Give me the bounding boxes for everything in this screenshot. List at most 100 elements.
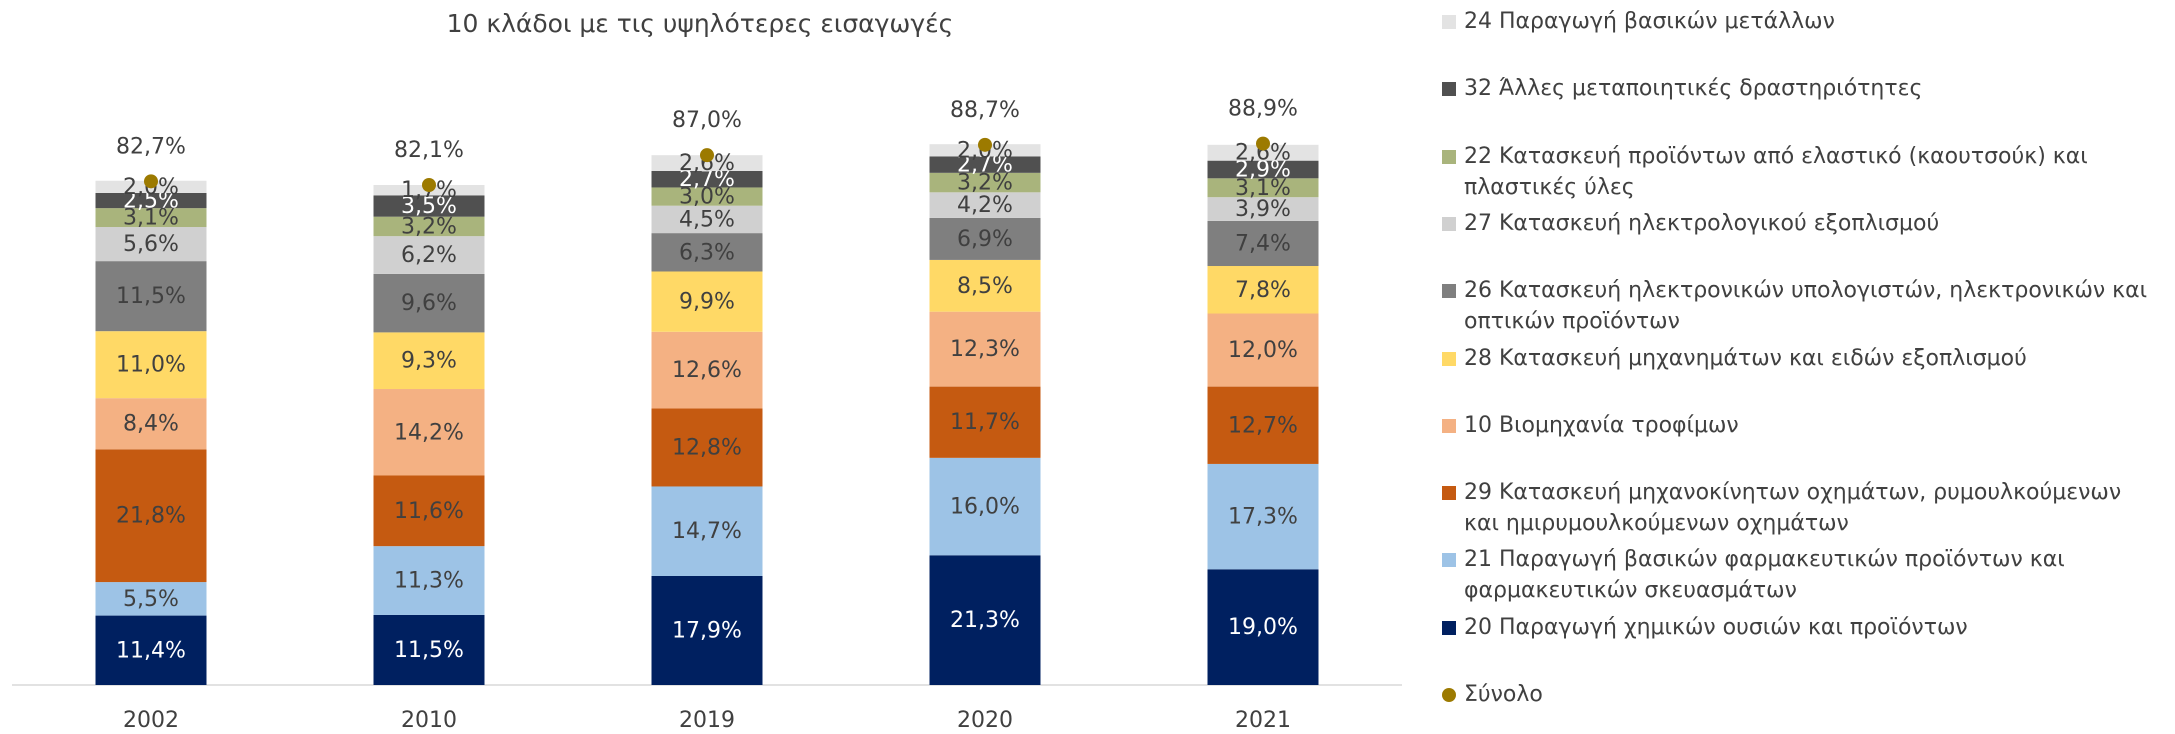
x-tick-label: 2002 [123, 708, 179, 733]
data-label: 11,7% [950, 410, 1020, 435]
bar-segment [95, 582, 207, 616]
bar-segment [651, 155, 763, 172]
bar-segment [651, 575, 763, 685]
data-label: 11,5% [394, 638, 464, 663]
legend-swatch [1442, 418, 1456, 433]
bar-segment [651, 205, 763, 234]
bar-segment [373, 273, 485, 333]
legend-entry: 20 Παραγωγή χημικών ουσιών και προϊόντων [1442, 612, 2154, 643]
data-label: 21,8% [116, 504, 186, 529]
bar-segment [95, 331, 207, 399]
legend-swatch [1442, 688, 1456, 702]
data-label: 11,5% [116, 284, 186, 309]
bar-segment [651, 486, 763, 576]
bar-segment [1207, 220, 1319, 267]
total-marker [144, 174, 158, 189]
legend-entry: 32 Άλλες μεταποιητικές δραστηριότητες [1442, 73, 2154, 104]
legend-entry: 29 Κατασκευή μηχανοκίνητων οχημάτων, ρυμ… [1442, 477, 2154, 539]
legend-label: 20 Παραγωγή χημικών ουσιών και προϊόντων [1464, 614, 1968, 640]
bar-segment [373, 389, 485, 476]
data-label: 2,9% [1235, 157, 1291, 182]
bar-segment [651, 331, 763, 409]
chart: 10 κλάδοι με τις υψηλότερες εισαγωγές 20… [12, 9, 1402, 733]
bar-segment [929, 386, 1041, 458]
legend-label: Σύνολο [1464, 682, 1543, 707]
x-tick-label: 2010 [401, 708, 457, 733]
data-label: 19,0% [1228, 615, 1298, 640]
data-label: 17,3% [1228, 505, 1298, 530]
legend-label: 28 Κατασκευή μηχανημάτων και ειδών εξοπλ… [1464, 345, 2027, 371]
bar-segment [929, 156, 1041, 173]
data-label: 9,3% [401, 349, 457, 374]
bar-segment [929, 192, 1041, 218]
data-label: 5,5% [123, 587, 179, 612]
x-tick-label: 2019 [679, 708, 735, 733]
bar-segment [95, 261, 207, 332]
data-label: 3,5% [401, 194, 457, 219]
bar-segment [1207, 197, 1319, 221]
data-label: 11,0% [116, 353, 186, 378]
bar-segment [373, 195, 485, 217]
bar-segment [373, 216, 485, 237]
bar-segment [1207, 569, 1319, 685]
legend-swatch [1442, 351, 1456, 366]
data-label: 12,8% [672, 435, 742, 460]
total-label: 88,7% [950, 98, 1020, 123]
x-tick-label: 2020 [957, 708, 1013, 733]
total-label: 82,7% [116, 134, 186, 159]
data-label: 6,3% [679, 240, 735, 265]
legend-swatch [1442, 149, 1456, 164]
data-label: 9,6% [401, 291, 457, 316]
data-label: 12,3% [950, 337, 1020, 362]
legend-swatch [1442, 216, 1456, 231]
bar-segment [95, 192, 207, 209]
bar-segment [95, 227, 207, 262]
total-marker [1256, 136, 1270, 151]
total-label: 82,1% [394, 138, 464, 163]
bar-segment [1207, 386, 1319, 464]
x-tick-label: 2021 [1235, 708, 1291, 733]
legend-entry: 10 Βιομηχανία τροφίμων [1442, 410, 2154, 441]
legend-swatch [1442, 486, 1456, 501]
bar-segment [651, 271, 763, 332]
data-label: 11,3% [394, 569, 464, 594]
bar-segment [95, 208, 207, 228]
legend-entry: 21 Παραγωγή βασικών φαρμακευτικών προϊόν… [1442, 544, 2154, 606]
legend-entry: 28 Κατασκευή μηχανημάτων και ειδών εξοπλ… [1442, 343, 2154, 374]
data-label: 4,2% [957, 193, 1013, 218]
data-label: 11,6% [394, 499, 464, 524]
bar-segment [1207, 144, 1319, 161]
legend-swatch [1442, 553, 1456, 568]
total-marker [700, 148, 714, 163]
bar-segment [373, 614, 485, 685]
data-label: 12,0% [1228, 338, 1298, 363]
total-marker [422, 178, 436, 193]
bar-segment [373, 332, 485, 390]
bar-segment [373, 546, 485, 615]
data-label: 3,2% [401, 214, 457, 239]
legend-swatch [1442, 620, 1456, 635]
bar-segment [1207, 178, 1319, 198]
data-label: 14,7% [672, 519, 742, 544]
bar-segment [929, 217, 1041, 260]
legend-label: 26 Κατασκευή ηλεκτρονικών υπολογιστών, η… [1464, 278, 2148, 335]
data-label: 3,0% [679, 185, 735, 210]
data-label: 17,9% [672, 618, 742, 643]
data-label: 3,9% [1235, 197, 1291, 222]
bar-segment [1207, 160, 1319, 179]
data-label: 6,2% [401, 243, 457, 268]
bar-segment [651, 171, 763, 188]
bar-segment [95, 615, 207, 685]
legend-entry: Σύνολο [1442, 679, 2154, 710]
bar-segment [373, 236, 485, 274]
data-label: 7,4% [1235, 231, 1291, 256]
bar-segment [1207, 463, 1319, 570]
legend-label: 29 Κατασκευή μηχανοκίνητων οχημάτων, ρυμ… [1464, 480, 2122, 537]
data-label: 8,4% [123, 412, 179, 437]
data-label: 3,1% [1235, 176, 1291, 201]
bar-segment [651, 408, 763, 487]
bar-segment [929, 555, 1041, 685]
legend-label: 22 Κατασκευή προϊόντων από ελαστικό (καο… [1464, 143, 2088, 200]
data-label: 6,9% [957, 227, 1013, 252]
bar-segment [373, 475, 485, 547]
